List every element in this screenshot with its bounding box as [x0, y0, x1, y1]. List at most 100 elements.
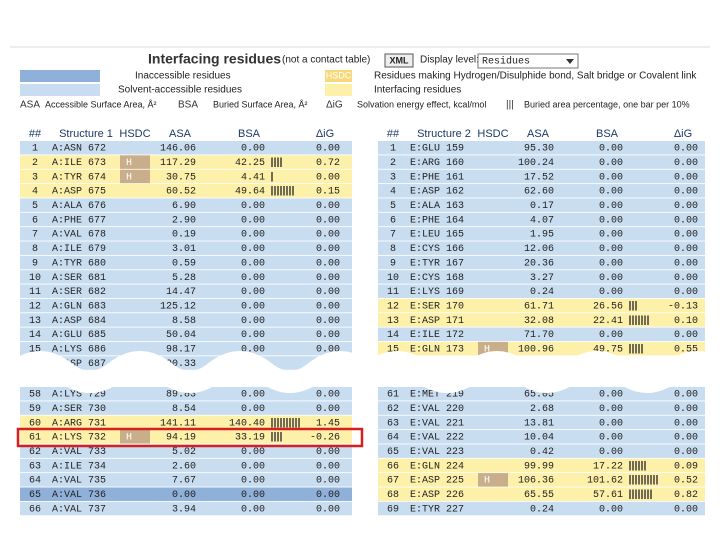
residue: E:VAL 220 [410, 404, 464, 415]
bsa: 0.00 [241, 345, 265, 356]
bsa: 0.00 [241, 301, 265, 312]
row-background [20, 284, 352, 298]
row-number: 11 [29, 287, 41, 298]
row-number: 65 [29, 490, 41, 501]
delta-g: 0.00 [316, 258, 340, 269]
bsa: 0.00 [241, 490, 265, 501]
delta-g: 0.00 [674, 201, 698, 212]
row-number: 15 [29, 345, 41, 356]
delta-g: 0.00 [316, 345, 340, 356]
row-background [378, 430, 705, 444]
residue: E:ASP 226 [410, 490, 464, 501]
xml-button-label[interactable]: XML [390, 55, 410, 65]
bsa: 0.00 [241, 504, 265, 515]
delta-g: 0.00 [674, 187, 698, 198]
row-number: 12 [387, 301, 399, 312]
asa: 5.02 [172, 447, 196, 458]
column-header: ΔiG [674, 128, 692, 140]
delta-g: 0.55 [674, 345, 698, 356]
row-background [378, 241, 705, 255]
residue: E:ASP 162 [410, 187, 464, 198]
residue: A:VAL 735 [52, 476, 106, 487]
row-background [20, 473, 352, 487]
asa: 65.55 [524, 490, 554, 501]
row-background [378, 341, 705, 356]
delta-g: 0.00 [316, 215, 340, 226]
delta-g: 0.00 [316, 230, 340, 241]
buried-bars: ||||| [627, 344, 643, 356]
bsa: 49.64 [235, 187, 265, 198]
hsdc-cell [120, 430, 150, 444]
row-number: 9 [32, 258, 38, 269]
bsa: 0.00 [599, 172, 623, 183]
column-header: ASA [527, 128, 550, 140]
asa: 3.01 [172, 244, 196, 255]
residue: E:GLN 173 [410, 345, 464, 356]
row-number: 10 [29, 273, 41, 284]
buried-bars: ||| [627, 300, 637, 312]
display-select[interactable] [477, 53, 579, 69]
row-background [20, 415, 352, 430]
residue: E:MET 219 [410, 390, 464, 401]
asa: 5.28 [172, 273, 196, 284]
row-number: 61 [387, 390, 399, 401]
row-background [20, 255, 352, 270]
row-number: 66 [387, 461, 399, 472]
legend-swatch [325, 70, 352, 82]
bsa: 0.00 [241, 201, 265, 212]
delta-g: 0.00 [674, 215, 698, 226]
delta-g: 1.45 [316, 418, 340, 429]
row-number: 14 [29, 330, 41, 341]
asa: 17.52 [524, 172, 554, 183]
delta-g: 0.00 [316, 316, 340, 327]
delta-g: 0.00 [316, 504, 340, 515]
residue: E:ALA 163 [410, 201, 464, 212]
row-background [378, 184, 705, 198]
asa: 65.05 [524, 390, 554, 401]
delta-g: 0.00 [674, 418, 698, 429]
display-value[interactable]: Residues [482, 56, 530, 68]
row-background [20, 401, 352, 415]
asa: 95.30 [524, 144, 554, 155]
xml-button[interactable] [384, 53, 414, 68]
bsa: 0.00 [599, 287, 623, 298]
asa: 1.95 [530, 230, 554, 241]
delta-g: 0.00 [316, 172, 340, 183]
delta-g: 0.00 [674, 504, 698, 515]
delta-g: 0.10 [674, 316, 698, 327]
residue: E:SER 170 [410, 301, 464, 312]
bsa: 0.00 [241, 144, 265, 155]
delta-g: 0.00 [674, 172, 698, 183]
residue: A:TYR 674 [52, 172, 106, 183]
buried-bars: |||||||| [269, 186, 294, 198]
row-background [378, 255, 705, 270]
asa: 13.81 [524, 418, 554, 429]
bsa: 0.00 [241, 287, 265, 298]
bsa: 0.00 [599, 144, 623, 155]
delta-g: 0.00 [316, 144, 340, 155]
delta-g: 0.00 [316, 301, 340, 312]
delta-g: 0.00 [316, 287, 340, 298]
abbr-key: BSA [178, 100, 198, 111]
asa: 14.47 [166, 287, 196, 298]
row-number: 9 [390, 258, 396, 269]
row-background [378, 313, 705, 327]
residue: A:ILE 679 [52, 244, 106, 255]
column-header: ΔiG [316, 128, 334, 140]
delta-g: 0.00 [316, 447, 340, 458]
row-background [20, 430, 352, 444]
row-background [378, 487, 705, 501]
asa: 20.36 [524, 258, 554, 269]
asa: 12.06 [524, 244, 554, 255]
delta-g: 0.00 [316, 461, 340, 472]
break-wave [365, 351, 720, 393]
row-number: 58 [29, 390, 41, 401]
asa: 0.00 [172, 490, 196, 501]
row-background [20, 327, 352, 342]
bsa: 0.00 [599, 230, 623, 241]
asa: 2.68 [530, 404, 554, 415]
row-background [20, 169, 352, 184]
residue: E:ASP 171 [410, 316, 464, 327]
asa: 2.90 [172, 215, 196, 226]
